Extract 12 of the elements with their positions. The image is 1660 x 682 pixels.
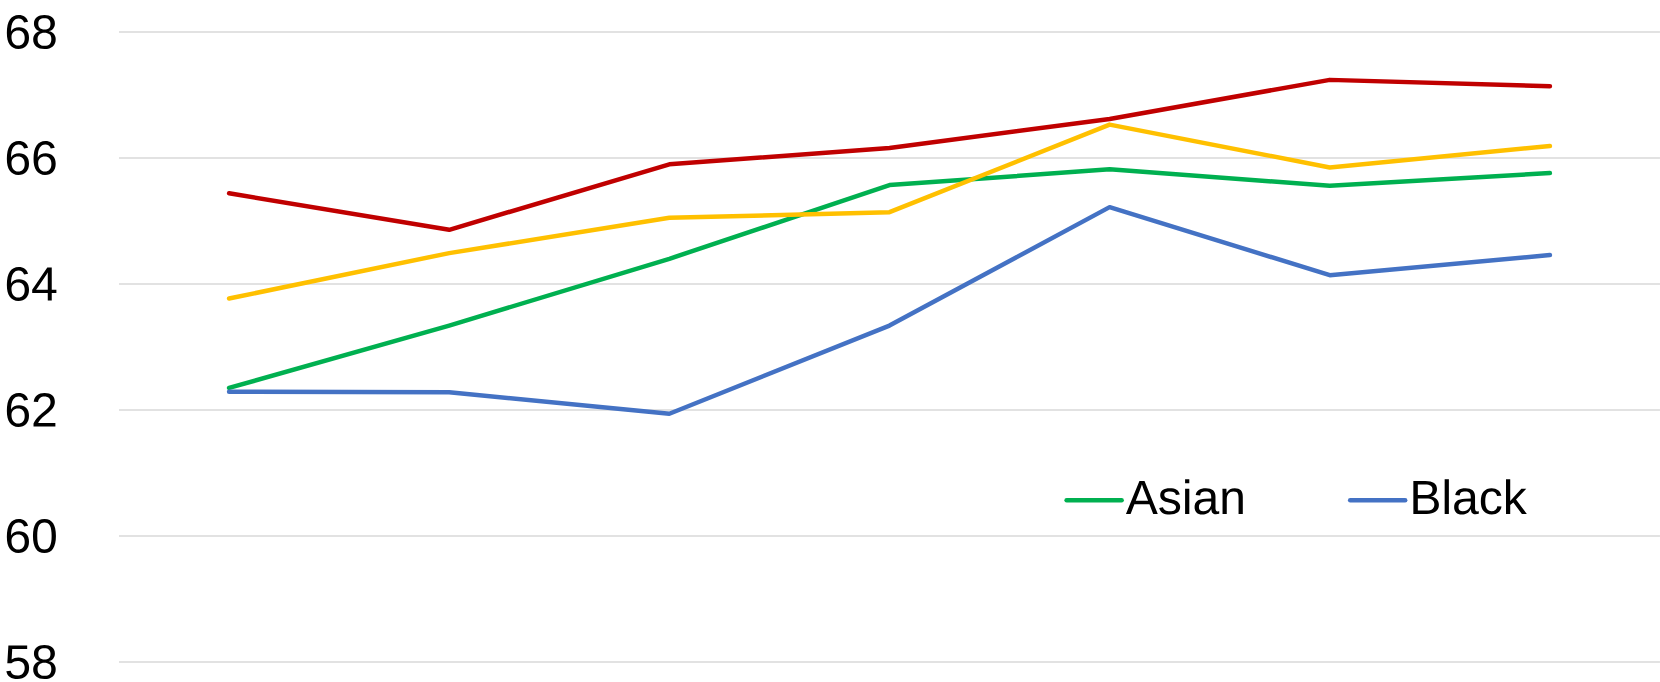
- line-series: [226, 77, 1553, 233]
- line-series: [226, 167, 1553, 391]
- y-tick-label: 68: [6, 15, 56, 49]
- y-tick-label: 60: [6, 519, 56, 553]
- y-tick-label: 64: [6, 267, 57, 301]
- line-series: [226, 122, 1553, 301]
- legend-label: Asian: [1125, 479, 1243, 515]
- legend-label: Black: [1413, 479, 1527, 515]
- line-series: [226, 204, 1553, 417]
- y-tick-label: 66: [6, 141, 56, 175]
- y-tick-label: 58: [6, 645, 56, 679]
- y-tick-label: 62: [6, 393, 56, 427]
